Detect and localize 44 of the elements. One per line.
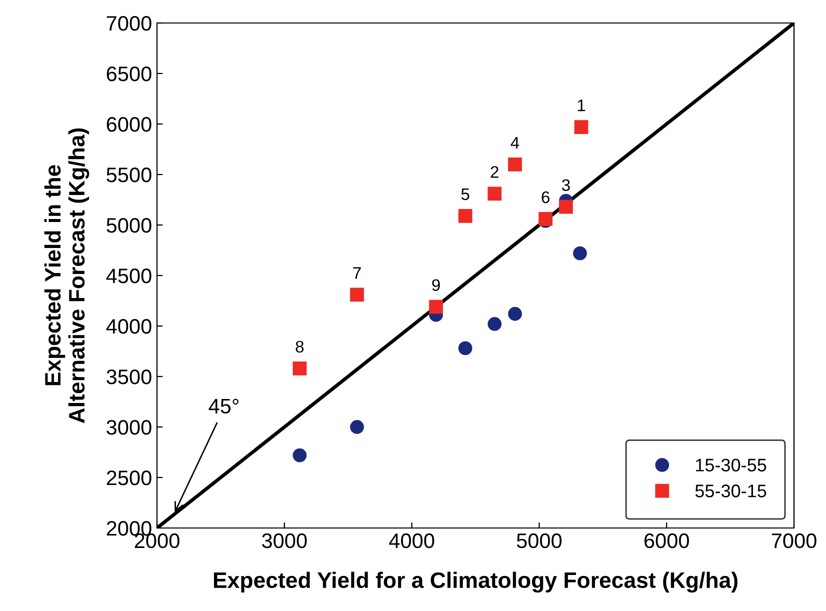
x-tick-label: 4000 (389, 533, 434, 548)
x-tick-label: 7000 (772, 533, 816, 548)
annotation: 7 (353, 267, 361, 279)
point (350, 288, 364, 302)
x-tick-label: 5000 (516, 533, 562, 548)
x-tick-label: 3000 (262, 533, 307, 548)
y-axis-title: Expected Yield in the Alternative Forecast (Kg/ha) (44, 128, 90, 424)
legend-label: 55-30-15 (695, 484, 766, 498)
point (508, 306, 522, 321)
x-axis-title: Expected Yield for a Climatology Forecast (Kg/ha) (214, 572, 738, 593)
point (574, 120, 588, 134)
y-tick-label: 3500 (106, 370, 152, 384)
annotation: 6 (542, 191, 550, 204)
y-tick-label: 2500 (106, 470, 152, 486)
y-tick-label: 5000 (106, 218, 152, 233)
y-tick-label: 3000 (106, 420, 152, 435)
point (350, 420, 364, 434)
point (292, 361, 307, 376)
point (292, 448, 307, 462)
legend-label: 15-30-55 (696, 458, 766, 472)
point (458, 208, 472, 223)
point (559, 200, 573, 214)
y-tick-label: 7000 (106, 16, 152, 31)
y-tick-label: 6000 (106, 117, 152, 132)
point (488, 186, 502, 201)
annotation: 9 (432, 279, 440, 292)
annotation: 45° (208, 398, 239, 414)
annotation: 2 (490, 166, 498, 178)
point (573, 246, 587, 260)
annotation: 1 (578, 100, 586, 112)
x-tick-label: 6000 (644, 533, 689, 548)
y-tick-label: 4500 (106, 268, 152, 284)
point (508, 157, 522, 172)
y-tick-label: 4000 (106, 319, 152, 334)
y-tick-label: 5500 (106, 168, 152, 182)
point (538, 212, 553, 226)
point (458, 341, 472, 356)
point (429, 300, 443, 314)
point (488, 317, 502, 331)
y-tick-label: 6500 (106, 66, 152, 82)
annotation: 4 (510, 136, 520, 148)
annotation: 8 (296, 340, 304, 353)
annotation: 3 (562, 179, 570, 192)
annotation: 5 (461, 188, 470, 200)
